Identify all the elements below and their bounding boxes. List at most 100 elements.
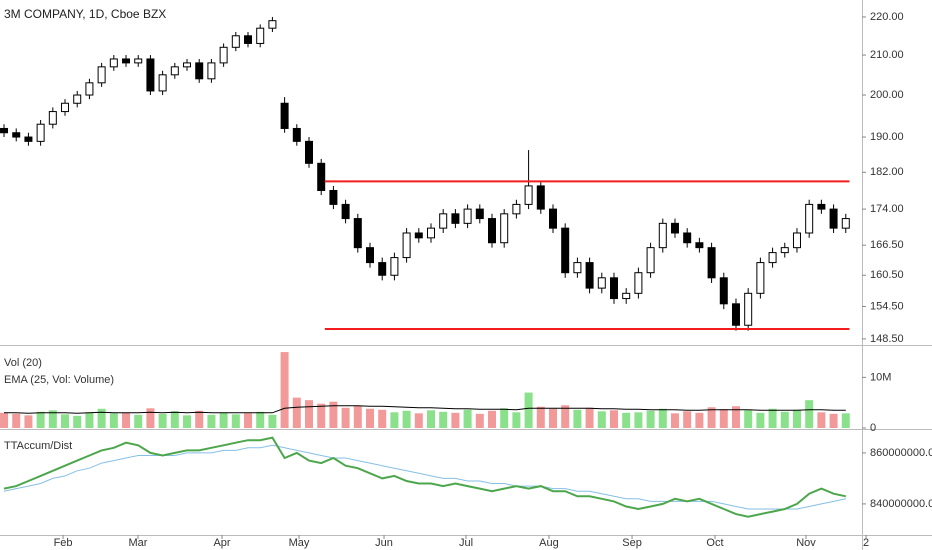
volume-bar bbox=[756, 412, 765, 428]
candle-body bbox=[329, 189, 338, 205]
volume-bar bbox=[805, 400, 814, 428]
volume-bar bbox=[109, 413, 118, 428]
volume-bar bbox=[524, 392, 533, 428]
volume-bar bbox=[329, 401, 338, 428]
volume-bar bbox=[292, 397, 301, 428]
candle-body bbox=[341, 203, 350, 220]
y-tick-label: 160.50 bbox=[870, 269, 904, 281]
x-tick-label: Aug bbox=[539, 537, 559, 549]
candle-body bbox=[280, 102, 289, 129]
candle-body bbox=[353, 218, 362, 249]
volume-bar bbox=[792, 409, 801, 428]
candle-body bbox=[487, 218, 496, 244]
candle-body bbox=[731, 303, 740, 326]
volume-bar bbox=[366, 408, 375, 428]
candle-body bbox=[183, 62, 192, 68]
candle-body bbox=[548, 208, 557, 229]
volume-bar bbox=[731, 406, 740, 428]
volume-bar bbox=[317, 403, 326, 428]
x-tick-label: 2 bbox=[863, 537, 869, 549]
chart-title: 3M COMPANY, 1D, Cboe BZX bbox=[4, 7, 166, 21]
candle-body bbox=[146, 58, 155, 92]
volume-bar bbox=[463, 409, 472, 428]
candle-body bbox=[585, 262, 594, 289]
y-tick-label: 220.00 bbox=[870, 11, 904, 23]
y-tick-label: 174.00 bbox=[870, 203, 904, 215]
legend-entry: EMA (25, Vol: Volume) bbox=[4, 374, 114, 386]
volume-bar bbox=[402, 410, 411, 428]
candle-body bbox=[61, 102, 70, 113]
x-tick-label: Jun bbox=[375, 537, 393, 549]
candle-body bbox=[85, 82, 94, 96]
volume-bar bbox=[85, 412, 94, 428]
panel-title: Vol (20) bbox=[4, 357, 42, 369]
volume-bar bbox=[658, 408, 667, 428]
volume-bar bbox=[122, 412, 131, 428]
volume-bar bbox=[158, 413, 167, 428]
volume-bar bbox=[390, 412, 399, 428]
candle-body bbox=[792, 232, 801, 249]
y-tick-label: 840000000.00 bbox=[870, 498, 932, 510]
volume-bar bbox=[707, 407, 716, 428]
candle-body bbox=[402, 232, 411, 259]
volume-bar bbox=[500, 408, 509, 428]
candle-body bbox=[573, 262, 582, 274]
candle-body bbox=[719, 277, 728, 305]
candle-body bbox=[658, 222, 667, 249]
candle-body bbox=[609, 277, 618, 300]
volume-bar bbox=[622, 412, 631, 428]
volume-bar bbox=[695, 412, 704, 428]
candle-body bbox=[207, 62, 216, 80]
candle-body bbox=[780, 247, 789, 254]
volume-bar bbox=[475, 413, 484, 428]
volume-bar bbox=[61, 414, 70, 428]
candle-body bbox=[427, 227, 435, 239]
y-tick-label: 10M bbox=[870, 371, 891, 383]
candle-body bbox=[512, 203, 521, 215]
candle-body bbox=[524, 185, 533, 205]
volume-bar bbox=[134, 414, 143, 428]
volume-bar bbox=[231, 414, 240, 428]
volume-bar bbox=[97, 408, 106, 428]
candle-body bbox=[670, 222, 679, 234]
candle-body bbox=[317, 162, 326, 191]
volume-bar bbox=[24, 415, 33, 428]
candle-body bbox=[378, 262, 387, 276]
x-tick-label: Mar bbox=[128, 537, 147, 549]
volume-bar bbox=[451, 412, 460, 428]
candle-body bbox=[707, 247, 716, 279]
x-tick-label: Feb bbox=[54, 537, 73, 549]
volume-bar bbox=[548, 408, 557, 428]
volume-bar bbox=[683, 411, 692, 428]
candle-body bbox=[439, 213, 448, 229]
candle-body bbox=[829, 208, 838, 229]
y-tick-label: 200.00 bbox=[870, 89, 904, 101]
candle-body bbox=[195, 62, 204, 80]
candle-body bbox=[231, 35, 240, 48]
candle-body bbox=[695, 242, 704, 249]
x-tick-label: Apr bbox=[213, 537, 230, 549]
y-tick-label: 210.00 bbox=[870, 49, 904, 61]
candle-body bbox=[134, 58, 143, 64]
volume-bar bbox=[268, 414, 277, 428]
candle-body bbox=[451, 213, 460, 224]
volume-bar bbox=[12, 413, 21, 428]
volume-bar bbox=[280, 352, 289, 428]
candle-body bbox=[292, 127, 301, 142]
candle-body bbox=[170, 66, 179, 76]
candle-body bbox=[97, 66, 106, 84]
candle-body bbox=[390, 257, 399, 276]
volume-bar bbox=[487, 410, 496, 428]
candle-body bbox=[622, 292, 631, 300]
line-series bbox=[3, 444, 846, 510]
volume-bar bbox=[768, 408, 777, 428]
candle-body bbox=[36, 123, 45, 142]
volume-bar bbox=[256, 411, 265, 428]
candle-body bbox=[244, 35, 253, 44]
candle-body bbox=[109, 58, 118, 68]
candle-body bbox=[48, 111, 57, 125]
volume-bar bbox=[646, 410, 655, 428]
volume-bar bbox=[439, 411, 448, 428]
candle-body bbox=[122, 58, 131, 64]
x-tick-label: Sep bbox=[622, 537, 642, 549]
